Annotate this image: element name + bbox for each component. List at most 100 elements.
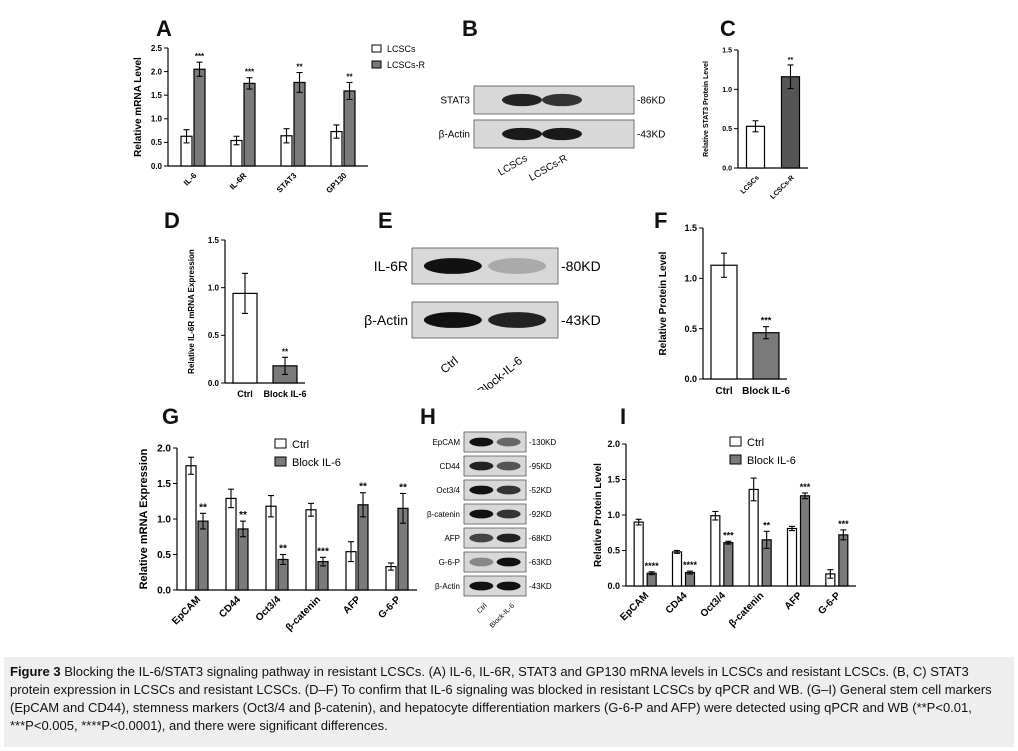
bar-f: [752, 332, 780, 380]
blot-row-label-h: AFP: [444, 534, 460, 543]
bar-c: [780, 76, 801, 169]
legend-label-a: LCSCs-R: [387, 60, 426, 70]
category-label-g: Oct3/4: [254, 594, 284, 624]
blot-size-label-h: -68KD: [529, 534, 552, 543]
blot-size-label-h: -43KD: [529, 582, 552, 591]
blot-row-label-b: STAT3: [440, 96, 470, 107]
category-label-i: EpCAM: [618, 590, 651, 623]
y-tick-label-a: 0.5: [151, 138, 163, 147]
panel-letter-e: E: [378, 208, 393, 233]
panel-letter-a: A: [156, 16, 172, 41]
blot-strip-h: [463, 551, 527, 573]
significance-mark-g: **: [199, 502, 207, 513]
blot-size-label-b: -86KD: [637, 96, 665, 107]
bar-i: [786, 527, 798, 587]
blot-size-label-b: -43KD: [637, 130, 665, 141]
y-tick-label-f: 1.0: [684, 273, 697, 283]
western-blot-h: EpCAM -130KD CD44 -95KD Oct3/4 -52KD β-catenin…: [427, 431, 556, 630]
bar-g: [197, 520, 209, 591]
category-label-g: CD44: [217, 594, 243, 620]
significance-mark-i: **: [763, 520, 771, 530]
legend-swatch-g: [274, 456, 287, 467]
panel-letter-b: B: [462, 16, 478, 41]
figure-caption: Figure 3 Blocking the IL-6/STAT3 signali…: [4, 657, 1014, 747]
y-tick-label-g: 0.5: [157, 550, 171, 561]
blot-lane-label-b: LCSCs: [497, 153, 530, 178]
blot-strip-h: [463, 575, 527, 597]
blot-strip-h: [463, 527, 527, 549]
legend-label-i: Block IL-6: [747, 455, 796, 467]
blot-lane-label-h: Block-IL-6: [489, 602, 516, 629]
bar-i: [633, 521, 644, 587]
bar-g: [185, 465, 197, 591]
y-tick-label-a: 2.0: [151, 67, 163, 76]
bar-i: [684, 571, 696, 587]
bar-g: [225, 497, 237, 591]
y-tick-label-c: 1.5: [722, 47, 732, 54]
y-tick-label-d: 0.5: [208, 331, 220, 340]
category-label-g: G-6-P: [376, 594, 403, 621]
blot-strip-h: [463, 503, 527, 525]
significance-mark-i: ***: [838, 519, 849, 529]
blot-band-b: [502, 127, 542, 141]
blot-band-h: [469, 461, 494, 471]
blot-strip-h: [463, 431, 527, 453]
blot-row-label-e: IL-6R: [374, 258, 408, 274]
bar-a: [193, 68, 206, 167]
y-tick-label-i: 0.5: [607, 546, 620, 556]
blot-size-label-h: -95KD: [529, 462, 552, 471]
blot-strip-h: [463, 455, 527, 477]
blot-strip-b: [473, 119, 635, 149]
panel-letter-d: D: [164, 208, 180, 233]
blot-band-h: [469, 485, 494, 495]
y-tick-label-d: 1.5: [208, 236, 220, 245]
blot-row-label-e: β-Actin: [364, 312, 408, 328]
y-tick-label-g: 2.0: [157, 444, 171, 455]
legend-swatch-g: [274, 438, 287, 449]
y-tick-label-g: 1.5: [157, 479, 171, 490]
blot-band-h: [469, 581, 494, 591]
bar-a: [243, 82, 256, 167]
significance-mark-a: **: [296, 63, 303, 72]
y-tick-label-d: 0.0: [208, 379, 220, 388]
panel-letter-i: I: [620, 404, 627, 429]
chart-d: 0.0 0.5 1.0 1.5 Relative IL-6R mRNA Expressi…: [187, 236, 307, 399]
category-label-a: IL-6: [182, 171, 199, 188]
y-axis-label-c: Relative STAT3 Protein Level: [703, 61, 710, 157]
bar-i: [671, 551, 683, 587]
caption-text: Blocking the IL-6/STAT3 signaling pathwa…: [10, 664, 992, 733]
significance-mark-d: **: [282, 347, 289, 356]
blot-lane-label-b: LCSCs-R: [527, 153, 569, 184]
significance-mark-g: **: [399, 482, 407, 493]
blot-band-h: [496, 437, 521, 447]
legend-label-g: Block IL-6: [292, 457, 341, 469]
significance-mark-a: ***: [195, 52, 205, 61]
y-axis-label-a: Relative mRNA Level: [133, 57, 144, 157]
category-label-d: Ctrl: [237, 389, 253, 399]
legend-swatch-i: [729, 436, 742, 447]
legend-swatch-i: [729, 454, 742, 465]
chart-g: 0.0 0.5 1.0 1.5 2.0 Relative mRNA Expression *…: [138, 438, 417, 634]
legend-swatch-a: [371, 44, 382, 53]
y-tick-label-g: 1.0: [157, 515, 171, 526]
blot-band-h: [496, 533, 521, 543]
blot-size-label-h: -63KD: [529, 558, 552, 567]
y-tick-label-i: 1.0: [607, 510, 620, 520]
blot-band-h: [496, 557, 521, 567]
blot-band-h: [496, 509, 521, 519]
y-tick-label-c: 0.0: [722, 165, 732, 172]
category-label-f: Block IL-6: [742, 386, 790, 397]
blot-band-h: [496, 581, 521, 591]
blot-band-b: [502, 93, 542, 107]
category-label-i: G-6-P: [816, 590, 843, 617]
y-tick-label-i: 0.0: [607, 581, 620, 591]
y-tick-label-g: 0.0: [157, 586, 171, 597]
bar-i: [838, 534, 849, 587]
blot-band-b: [542, 93, 582, 107]
blot-row-label-h: G-6-P: [439, 558, 460, 567]
significance-mark-i: ****: [683, 560, 698, 570]
blot-size-label-h: -92KD: [529, 510, 552, 519]
blot-size-label-h: -52KD: [529, 486, 552, 495]
y-tick-label-d: 1.0: [208, 283, 220, 292]
